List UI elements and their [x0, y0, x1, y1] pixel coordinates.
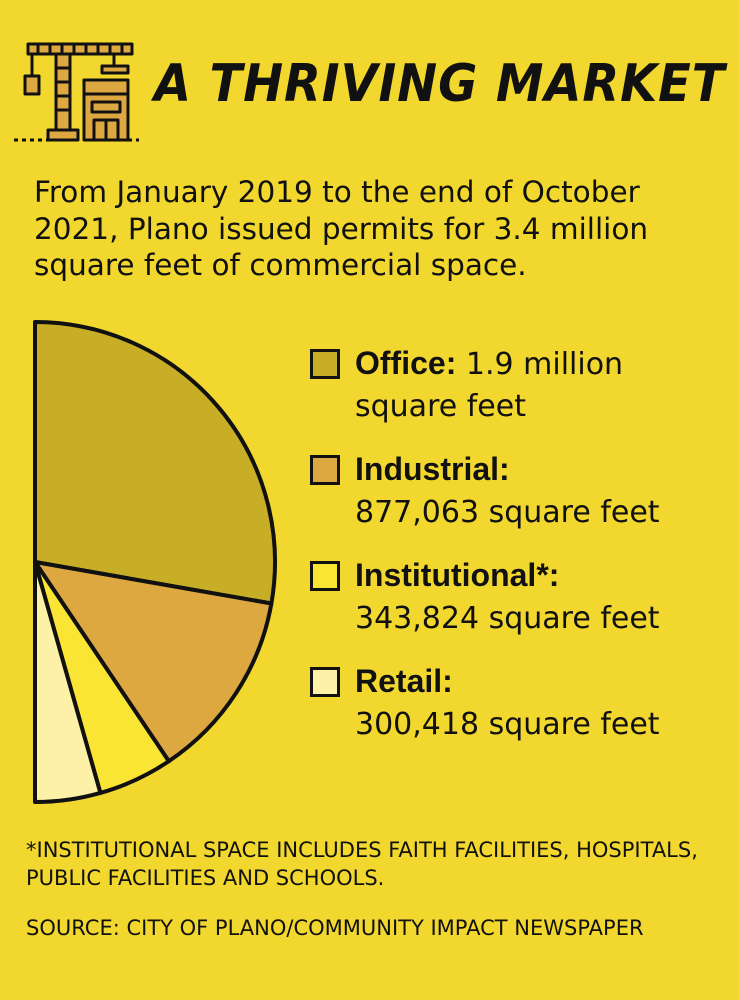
page-title: A THRIVING MARKET	[154, 54, 726, 114]
pie-chart-svg	[33, 320, 277, 804]
legend-swatch-office	[310, 349, 340, 379]
header: A THRIVING MARKET	[14, 40, 724, 150]
legend-item-industrial: Industrial: 877,063 square feet	[310, 448, 730, 534]
pie-slice-office	[33, 320, 277, 606]
legend-label-industrial: Industrial:	[355, 451, 510, 487]
legend-value-institutional: 343,824 square feet	[355, 601, 660, 636]
legend-item-office: Office: 1.9 million square feet	[310, 342, 730, 428]
pie-slice-industrial	[33, 560, 274, 764]
legend-value-office: 1.9 million square feet	[355, 347, 624, 424]
legend-swatch-retail	[310, 667, 340, 697]
footnote: *INSTITUTIONAL SPACE INCLUDES FAITH FACI…	[26, 838, 698, 891]
pie-slice-retail	[33, 560, 103, 804]
legend-item-institutional: Institutional*: 343,824 square feet	[310, 554, 730, 640]
legend-label-institutional: Institutional*:	[355, 557, 560, 593]
construction-crane-building-icon	[14, 42, 139, 142]
source-credit: SOURCE: CITY OF PLANO/COMMUNITY IMPACT N…	[26, 916, 644, 940]
chart-legend: Office: 1.9 million square feet Industri…	[310, 342, 730, 766]
legend-value-retail: 300,418 square feet	[355, 707, 660, 742]
intro-text: From January 2019 to the end of October …	[34, 175, 649, 283]
legend-label-retail: Retail:	[355, 663, 453, 699]
legend-label-office: Office:	[355, 345, 457, 381]
legend-item-retail: Retail: 300,418 square feet	[310, 660, 730, 746]
legend-value-industrial: 877,063 square feet	[355, 495, 660, 530]
pie-chart	[0, 318, 300, 808]
legend-swatch-industrial	[310, 455, 340, 485]
legend-swatch-institutional	[310, 561, 340, 591]
